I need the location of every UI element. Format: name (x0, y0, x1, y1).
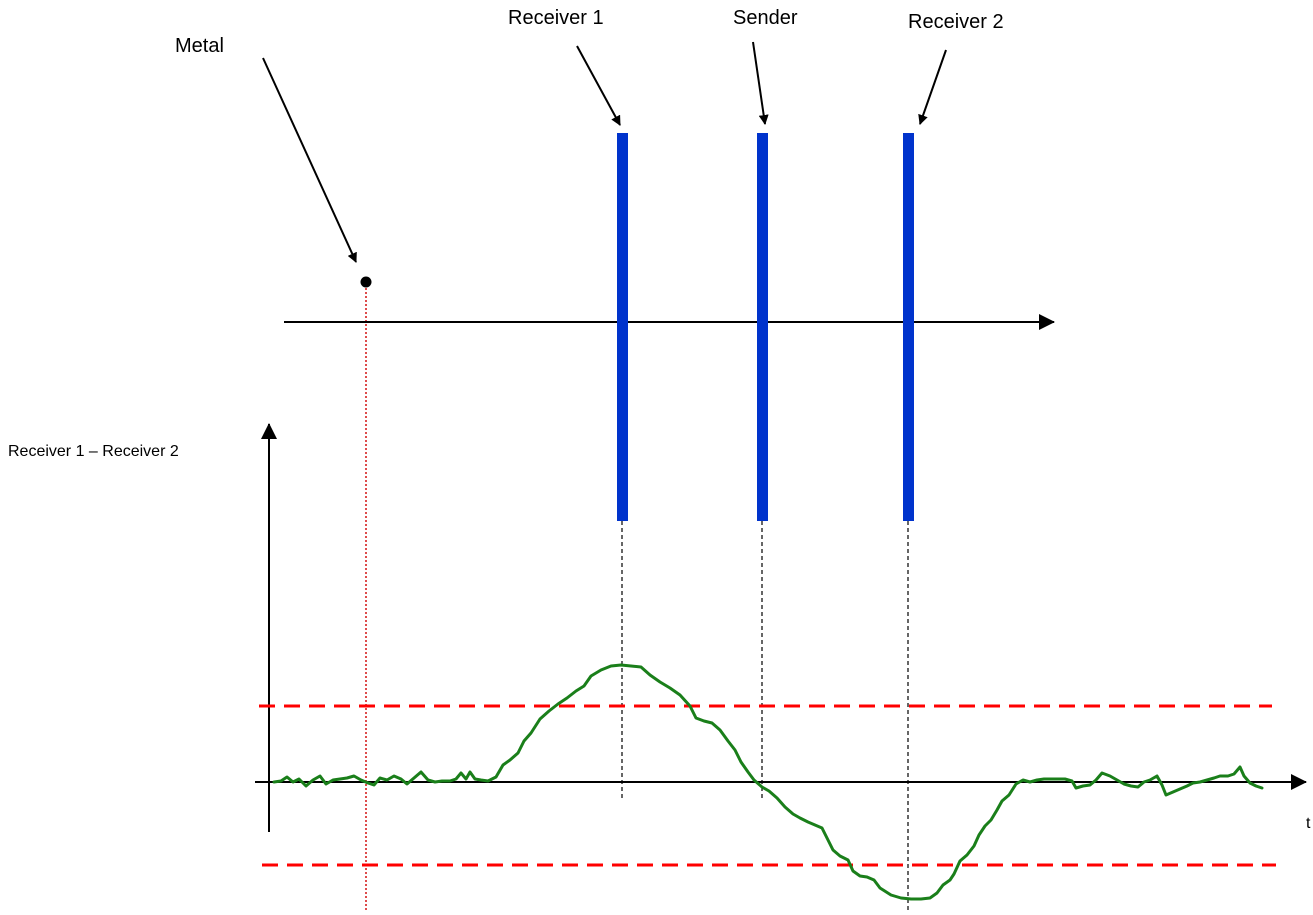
signal-curve (272, 663, 1264, 901)
receiver2-pointer-arrow (918, 49, 947, 125)
receiver1-label: Receiver 1 (508, 7, 604, 29)
receiver1-coil (617, 133, 628, 521)
metal-dot-icon (360, 276, 372, 288)
receiver1-pointer-arrow (576, 45, 621, 126)
metal-pointer-arrow (262, 57, 357, 263)
sender-coil (757, 133, 768, 521)
x-axis-label: t (1306, 815, 1311, 832)
receiver2-label: Receiver 2 (908, 11, 1004, 33)
metal-label: Metal (175, 35, 224, 57)
receiver2-coil (903, 133, 914, 521)
y-axis-label: Receiver 1 – Receiver 2 (8, 443, 179, 460)
sender-pointer-arrow (752, 41, 769, 125)
sender-label: Sender (733, 7, 798, 29)
